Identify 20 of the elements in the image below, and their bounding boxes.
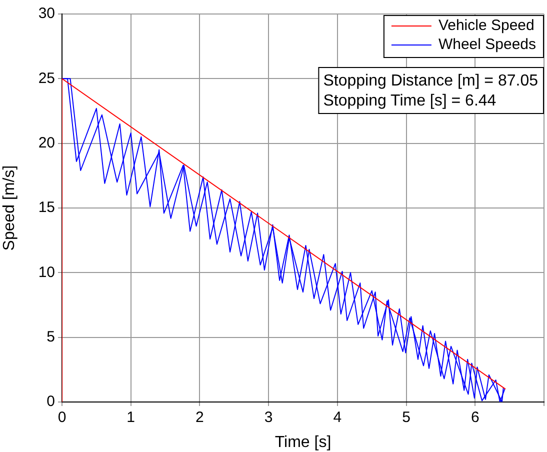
legend-label: Vehicle Speed: [438, 17, 534, 34]
legend-label: Wheel Speeds: [438, 36, 536, 54]
x-tick-label: 0: [58, 409, 66, 426]
x-tick-label: 2: [196, 409, 204, 426]
y-tick-label: 5: [46, 328, 55, 346]
x-tick-label: 1: [126, 409, 136, 426]
x-tick-label: 5: [402, 409, 410, 426]
y-tick-label: 30: [38, 5, 55, 22]
annotation: Stopping Time [s] = 6.44: [323, 92, 496, 110]
y-tick-label: 25: [38, 70, 55, 87]
y-tick-label: 0: [46, 393, 55, 410]
x-axis-title: Time [s]: [274, 434, 332, 451]
annotation: Stopping Distance [m] = 87.05: [323, 72, 538, 90]
y-tick-label: 15: [38, 199, 55, 216]
y-tick-label: 10: [38, 264, 55, 281]
x-tick-label: 4: [333, 409, 342, 426]
x-tick-label: 3: [264, 409, 273, 426]
x-tick-label: 6: [470, 409, 480, 426]
y-tick-label: 20: [38, 134, 55, 152]
y-axis-title: Speed [m/s]: [1, 165, 18, 251]
